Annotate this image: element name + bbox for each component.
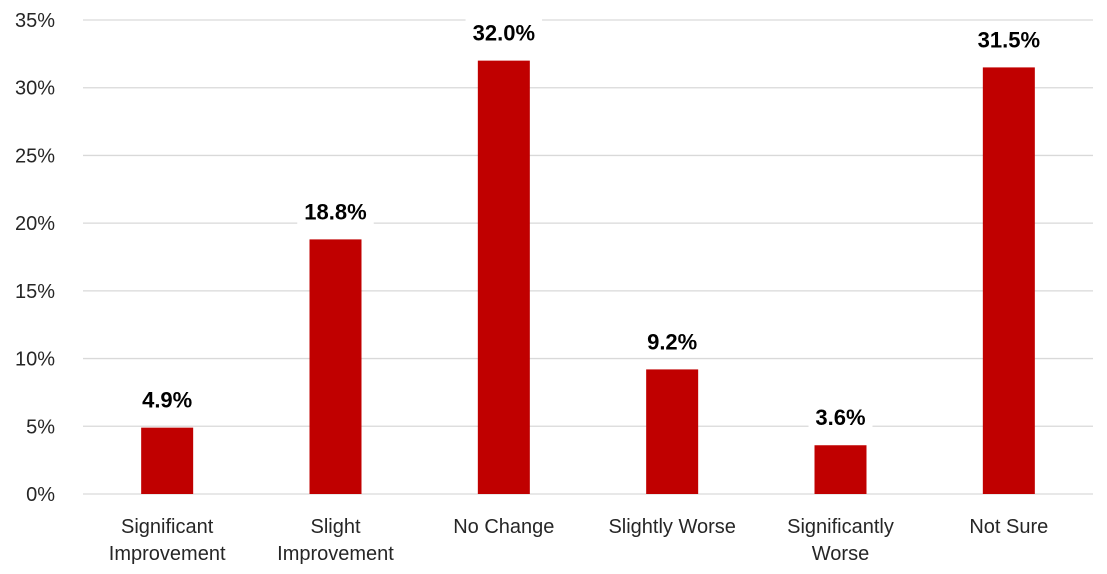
bar [982, 67, 1035, 495]
data-label: 9.2% [647, 329, 697, 354]
data-label-background [970, 25, 1048, 56]
y-axis-ticks: 0% 5% 10% 15% 20% 25% 30% 35% [15, 10, 55, 506]
y-tick-label: 0% [26, 484, 55, 506]
x-category-label: Improvement [109, 543, 226, 565]
bar [477, 60, 530, 494]
x-category-label: No Change [453, 516, 554, 538]
data-labels: 4.9% 18.8% 32.0% 9.2% 3.6% 31.5% [135, 18, 1048, 434]
x-category-label: Not Sure [969, 516, 1048, 538]
y-tick-label: 10% [15, 349, 55, 371]
bar [141, 427, 194, 494]
bars [141, 60, 1035, 495]
bar [814, 445, 867, 494]
y-tick-label: 35% [15, 10, 55, 32]
data-label-background [135, 385, 200, 416]
y-tick-label: 20% [15, 213, 55, 235]
data-label: 18.8% [304, 199, 366, 224]
bar [309, 239, 362, 494]
x-category-label: Significant [121, 516, 214, 538]
data-label-background [297, 197, 374, 228]
x-category-label: Worse [812, 543, 869, 565]
y-tick-label: 25% [15, 145, 55, 167]
y-tick-label: 30% [15, 78, 55, 100]
x-category-label: Improvement [277, 543, 394, 565]
x-category-label: Significantly [787, 516, 894, 538]
data-label-background [640, 327, 705, 358]
data-label: 4.9% [142, 388, 192, 413]
bar [646, 369, 699, 494]
data-label: 32.0% [473, 21, 535, 46]
x-category-label: Slight [310, 516, 360, 538]
x-category-label: Slightly Worse [608, 516, 735, 538]
gridlines [83, 19, 1093, 495]
y-tick-label: 15% [15, 281, 55, 303]
y-tick-label: 5% [26, 416, 55, 438]
data-label: 31.5% [978, 27, 1040, 52]
x-axis-categories: Significant Improvement Slight Improvement N… [109, 516, 1048, 565]
data-label: 3.6% [815, 405, 865, 430]
data-label-background [465, 18, 543, 49]
data-label-background [808, 403, 873, 434]
